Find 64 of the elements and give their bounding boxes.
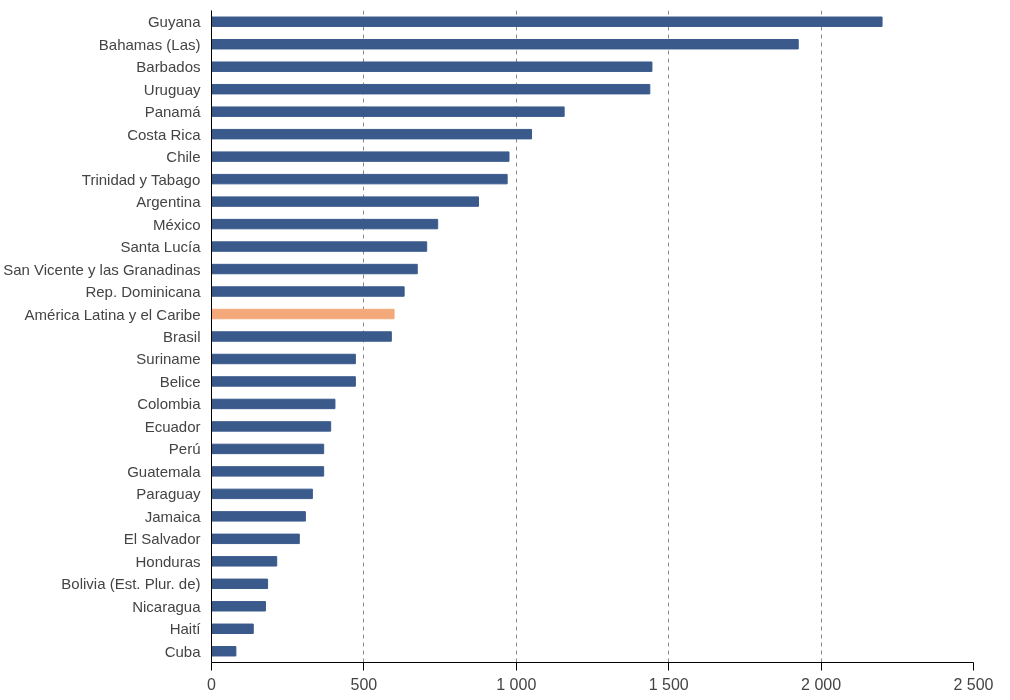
- bar: [211, 83, 651, 95]
- x-tick-label: 2 500: [953, 675, 994, 693]
- bar: [211, 556, 278, 567]
- bar: [211, 61, 653, 72]
- y-tick-label: Panamá: [144, 103, 202, 121]
- y-tick-label: Trinidad y Tabago: [81, 170, 201, 188]
- bar: [211, 466, 325, 477]
- x-tick-label: 1 500: [648, 675, 689, 693]
- x-tick-label: 1 000: [496, 675, 537, 693]
- bar: [211, 151, 510, 162]
- y-tick-label: Guatemala: [127, 462, 202, 480]
- bar: [211, 533, 300, 545]
- bar: [211, 218, 439, 230]
- y-tick-label: Honduras: [135, 552, 201, 570]
- y-tick-label: Uruguay: [143, 80, 201, 98]
- bar: [211, 16, 883, 27]
- bar: [211, 488, 313, 500]
- y-tick-label: Guyana: [147, 13, 202, 31]
- y-tick-label: México: [152, 215, 201, 233]
- bar: [211, 263, 418, 275]
- y-tick-label: El Salvador: [123, 530, 201, 548]
- bar: [211, 398, 336, 410]
- bar: [211, 578, 269, 590]
- y-tick-label: Belice: [159, 372, 201, 390]
- y-tick-label: Cuba: [164, 642, 202, 660]
- y-tick-label: Bahamas (Las): [98, 35, 201, 53]
- bar: [211, 128, 533, 140]
- y-tick-label: San Vicente y las Granadinas: [3, 260, 201, 278]
- y-tick-label: Argentina: [136, 193, 202, 211]
- y-tick-label: Santa Lucía: [120, 238, 202, 256]
- bar: [211, 601, 266, 612]
- y-tick-label: Brasil: [162, 328, 201, 345]
- bar: [211, 308, 395, 320]
- y-tick-label: Colombia: [137, 395, 202, 413]
- y-tick-label: Paraguay: [136, 485, 201, 503]
- bar: [211, 173, 508, 185]
- bar: [211, 39, 799, 50]
- y-tick-label: Perú: [168, 440, 201, 458]
- bar: [211, 646, 237, 657]
- y-tick-label: Barbados: [136, 58, 201, 76]
- bar: [211, 511, 306, 522]
- y-tick-label: Chile: [166, 148, 201, 166]
- y-tick-label: Bolivia (Est. Plur. de): [61, 575, 201, 593]
- y-tick-label: Haití: [169, 620, 202, 638]
- bar: [211, 331, 392, 342]
- y-tick-label: Suriname: [136, 350, 201, 368]
- y-tick-label: Nicaragua: [132, 597, 202, 615]
- x-tick-label: 2 000: [801, 675, 842, 693]
- y-tick-label: Ecuador: [144, 417, 201, 435]
- bar: [211, 353, 356, 365]
- x-tick-label: 0: [207, 675, 217, 693]
- bar: [211, 443, 325, 455]
- bar: [211, 196, 479, 207]
- bar: [211, 376, 356, 387]
- y-tick-label: América Latina y el Caribe: [24, 305, 201, 323]
- x-tick-label: 500: [350, 675, 378, 693]
- y-tick-label: Jamaica: [144, 507, 202, 525]
- bar: [211, 241, 428, 252]
- y-tick-label: Rep. Dominicana: [85, 283, 202, 301]
- bar: [211, 623, 254, 634]
- bar: [211, 106, 565, 117]
- bar: [211, 421, 332, 432]
- y-tick-label: Costa Rica: [127, 125, 202, 143]
- bar: [211, 286, 405, 297]
